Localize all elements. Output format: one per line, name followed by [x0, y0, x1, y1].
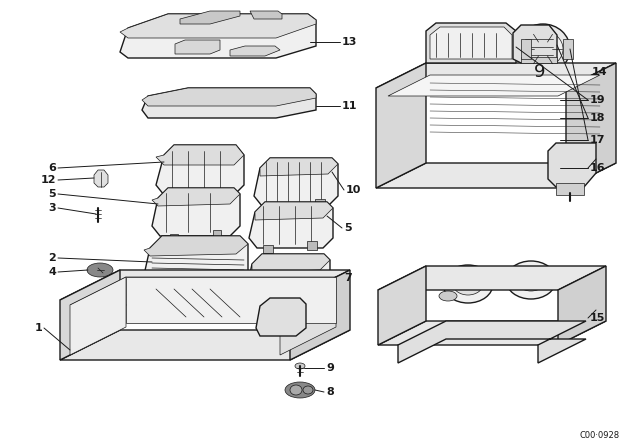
- Polygon shape: [266, 203, 276, 212]
- Polygon shape: [60, 270, 350, 300]
- Polygon shape: [249, 202, 333, 248]
- Text: 11: 11: [342, 101, 358, 111]
- Ellipse shape: [453, 273, 483, 295]
- Polygon shape: [426, 23, 516, 63]
- Polygon shape: [213, 230, 221, 236]
- Polygon shape: [170, 234, 178, 240]
- Polygon shape: [513, 25, 557, 63]
- Polygon shape: [230, 46, 280, 56]
- Polygon shape: [246, 254, 330, 302]
- Text: 15: 15: [590, 313, 605, 323]
- Ellipse shape: [263, 272, 277, 284]
- Polygon shape: [252, 254, 330, 272]
- Polygon shape: [156, 145, 244, 195]
- Polygon shape: [164, 291, 174, 300]
- Ellipse shape: [523, 31, 563, 67]
- Polygon shape: [563, 39, 573, 59]
- Polygon shape: [558, 266, 606, 345]
- Polygon shape: [430, 27, 512, 59]
- Ellipse shape: [295, 363, 305, 369]
- Polygon shape: [378, 266, 606, 290]
- Polygon shape: [290, 270, 350, 360]
- Text: 1: 1: [35, 323, 42, 333]
- Ellipse shape: [443, 265, 493, 303]
- Polygon shape: [376, 63, 426, 188]
- Polygon shape: [70, 277, 336, 305]
- Polygon shape: [256, 298, 306, 336]
- Polygon shape: [142, 236, 248, 294]
- Polygon shape: [180, 11, 240, 24]
- Polygon shape: [255, 202, 333, 220]
- Polygon shape: [398, 321, 586, 363]
- Polygon shape: [215, 286, 226, 296]
- Polygon shape: [548, 143, 596, 187]
- Polygon shape: [521, 39, 531, 59]
- Text: 2: 2: [48, 253, 56, 263]
- Text: 5: 5: [344, 223, 351, 233]
- Polygon shape: [307, 241, 317, 250]
- Ellipse shape: [516, 269, 546, 291]
- Polygon shape: [175, 40, 220, 54]
- Polygon shape: [566, 63, 616, 188]
- Text: 17: 17: [590, 135, 605, 145]
- Polygon shape: [378, 321, 606, 345]
- Text: 10: 10: [346, 185, 362, 195]
- Polygon shape: [152, 188, 240, 206]
- Polygon shape: [258, 299, 268, 308]
- Polygon shape: [60, 330, 350, 360]
- Polygon shape: [142, 88, 316, 118]
- Polygon shape: [250, 11, 282, 19]
- Polygon shape: [126, 277, 336, 323]
- Ellipse shape: [439, 291, 457, 301]
- Polygon shape: [120, 14, 316, 58]
- Polygon shape: [152, 188, 240, 236]
- Text: 9: 9: [534, 63, 546, 81]
- Ellipse shape: [87, 263, 113, 277]
- Text: 5: 5: [49, 189, 56, 199]
- Ellipse shape: [534, 41, 552, 57]
- Ellipse shape: [285, 382, 315, 398]
- Polygon shape: [260, 158, 338, 176]
- Text: 12: 12: [40, 175, 56, 185]
- Polygon shape: [556, 183, 584, 195]
- Polygon shape: [376, 163, 616, 188]
- Polygon shape: [120, 14, 316, 38]
- Text: C00·0928: C00·0928: [580, 431, 620, 440]
- Polygon shape: [378, 266, 426, 345]
- Text: 18: 18: [590, 113, 605, 123]
- Text: 7: 7: [344, 273, 352, 283]
- Text: 14: 14: [592, 67, 607, 77]
- Text: 13: 13: [342, 37, 357, 47]
- Polygon shape: [142, 88, 316, 106]
- Polygon shape: [60, 270, 120, 360]
- Text: 16: 16: [590, 163, 605, 173]
- Text: 19: 19: [590, 95, 605, 105]
- Polygon shape: [94, 170, 108, 187]
- Polygon shape: [521, 57, 557, 63]
- Ellipse shape: [290, 385, 302, 395]
- Polygon shape: [156, 145, 244, 165]
- Polygon shape: [70, 277, 126, 355]
- Ellipse shape: [258, 268, 282, 288]
- Text: 8: 8: [326, 387, 333, 397]
- Text: 4: 4: [48, 267, 56, 277]
- Polygon shape: [263, 245, 273, 253]
- Polygon shape: [307, 295, 317, 304]
- Ellipse shape: [303, 386, 313, 394]
- Polygon shape: [388, 75, 600, 96]
- Text: 3: 3: [49, 203, 56, 213]
- Text: 9: 9: [326, 363, 334, 373]
- Polygon shape: [376, 63, 616, 88]
- Polygon shape: [280, 277, 336, 355]
- Text: 6: 6: [48, 163, 56, 173]
- Polygon shape: [315, 199, 325, 208]
- Polygon shape: [254, 158, 338, 206]
- Ellipse shape: [516, 24, 570, 74]
- Ellipse shape: [506, 261, 556, 299]
- Polygon shape: [144, 236, 248, 256]
